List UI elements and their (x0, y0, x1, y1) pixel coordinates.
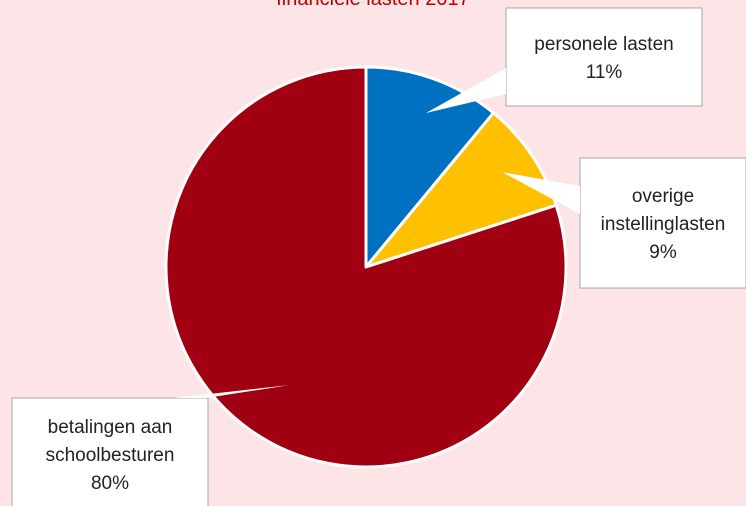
pie-slice-2 (364, 111, 558, 269)
callout-3: betalingen aan schoolbesturen 80% (11, 385, 290, 506)
callout-box (11, 397, 209, 506)
slice-value-label: 80% (91, 473, 129, 494)
slice-value-label: 9% (649, 242, 677, 263)
pie-slice-3 (164, 65, 568, 469)
pie-slice-1 (364, 65, 495, 269)
pie-slices (164, 65, 568, 469)
slice-label: instellinglasten (601, 214, 726, 235)
slice-label: personele lasten (534, 34, 673, 55)
slice-label: schoolbesturen (46, 445, 175, 466)
pie-callouts: personele lasten 11% overige instellinglast… (11, 7, 746, 506)
callout-pointer (426, 68, 506, 113)
callout-box (505, 7, 703, 107)
callout-1: personele lasten 11% (426, 7, 703, 113)
chart-title: financiële lasten 2017 (0, 0, 746, 11)
callout-2: overige instellinglasten 9% (502, 157, 746, 289)
callout-pointer (502, 172, 580, 214)
callout-box (579, 157, 746, 289)
slice-label: betalingen aan (48, 417, 173, 438)
slice-value-label: 11% (586, 62, 623, 83)
slice-label: overige (632, 186, 694, 207)
callout-pointer (174, 385, 290, 398)
